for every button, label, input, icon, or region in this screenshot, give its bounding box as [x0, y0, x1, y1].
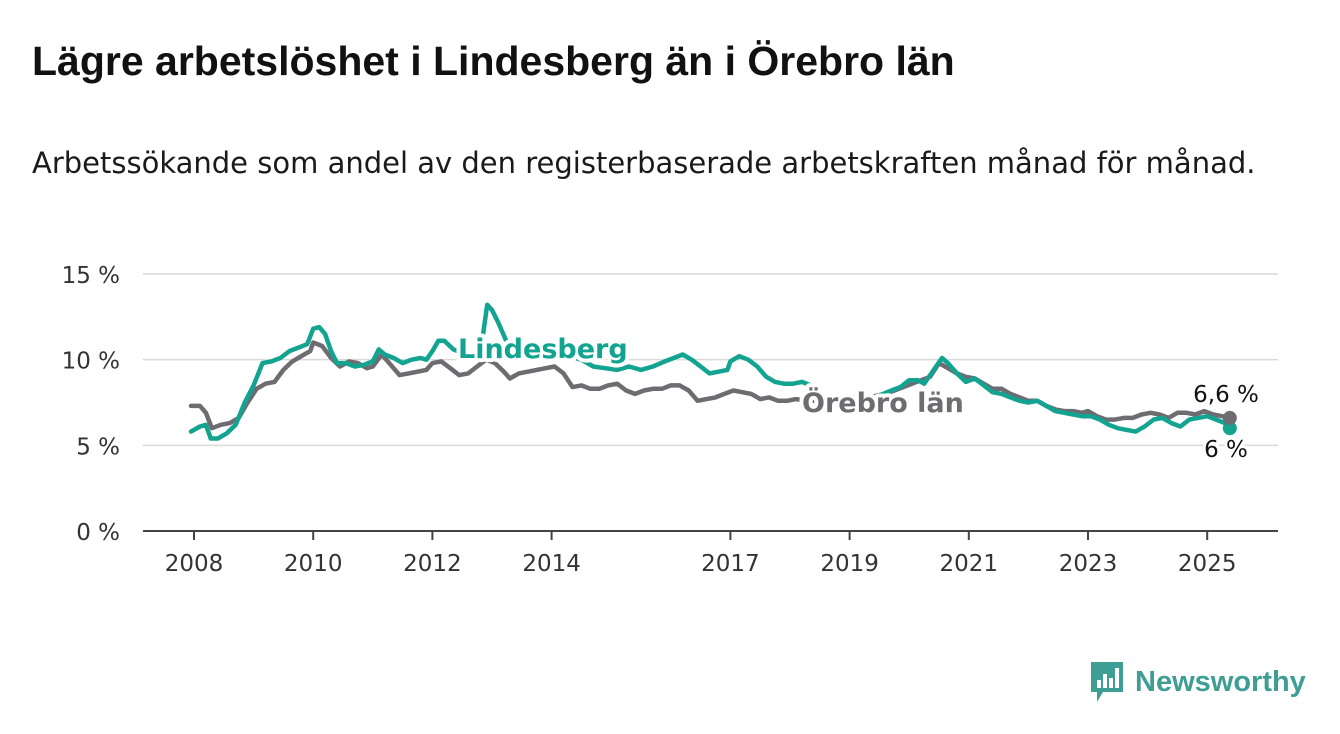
- y-tick-label: 10 %: [62, 349, 120, 375]
- newsworthy-logo-icon: [1091, 662, 1123, 702]
- series-label-orebro-lan: Örebro län: [802, 386, 964, 419]
- x-tick-label: 2008: [165, 551, 224, 577]
- end-point-orebro-lan: [1222, 410, 1237, 425]
- end-label-orebro-lan: 6,6 %: [1193, 382, 1259, 408]
- newsworthy-logo: Newsworthy: [1089, 660, 1306, 704]
- x-tick-label: 2019: [820, 551, 879, 577]
- series-line-lindesberg: [188, 302, 1233, 441]
- end-label-lindesberg: 6 %: [1204, 437, 1248, 463]
- axes: 0 % 5 % 10 % 15 % 2008 2010 2012 2014 2017 2019 20…: [62, 263, 1278, 577]
- newsworthy-logo-text: Newsworthy: [1135, 665, 1306, 698]
- y-tick-label: 15 %: [62, 263, 120, 289]
- y-tick-label: 5 %: [76, 434, 120, 460]
- x-tick-label: 2023: [1059, 551, 1118, 577]
- x-tick-label: 2014: [522, 551, 581, 577]
- x-tick-label: 2012: [403, 551, 462, 577]
- series-labels: Lindesberg Örebro län 6,6 % 6 %: [454, 330, 1262, 466]
- x-tick-label: 2021: [940, 551, 999, 577]
- x-tick-label: 2017: [701, 551, 760, 577]
- x-tick-label: 2025: [1178, 551, 1237, 577]
- series-label-lindesberg: Lindesberg: [458, 334, 628, 365]
- chart-subtitle: Arbetssökande som andel av den registerb…: [32, 146, 1256, 180]
- chart-title: Lägre arbetslöshet i Lindesberg än i Öre…: [32, 38, 955, 84]
- end-point-lindesberg: [1222, 421, 1237, 436]
- series-lines: [188, 302, 1237, 441]
- x-tick-label: 2010: [284, 551, 343, 577]
- y-tick-label: 0 %: [76, 520, 120, 546]
